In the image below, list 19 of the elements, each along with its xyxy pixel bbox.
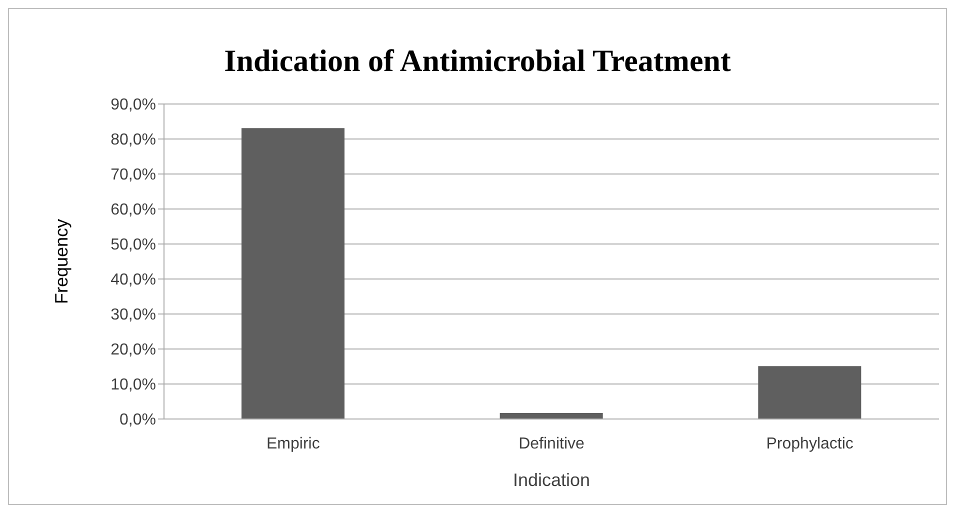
y-tick-label: 90,0%	[110, 96, 156, 114]
x-tick-label: Empiric	[266, 435, 320, 452]
y-tick-label: 0,0%	[120, 412, 156, 429]
x-tick-label: Prophylactic	[766, 435, 854, 452]
x-axis-title: Indication	[512, 470, 590, 490]
y-tick-label: 60,0%	[110, 202, 156, 219]
y-tick-label: 80,0%	[110, 132, 156, 149]
chart-title: Indication of Antimicrobial Treatment	[223, 43, 732, 79]
y-tick-label: 70,0%	[110, 166, 156, 184]
y-axis-title: Frequency	[51, 218, 72, 304]
bar	[242, 128, 344, 419]
y-tick-label: 50,0%	[110, 236, 156, 254]
y-tick-label: 40,0%	[110, 272, 156, 289]
bar	[758, 366, 862, 419]
y-tick-label: 30,0%	[110, 306, 156, 324]
y-tick-label: 20,0%	[110, 342, 156, 359]
bar	[500, 413, 603, 419]
y-tick-label: 10,0%	[110, 376, 156, 394]
x-tick-label: Definitive	[518, 435, 584, 452]
